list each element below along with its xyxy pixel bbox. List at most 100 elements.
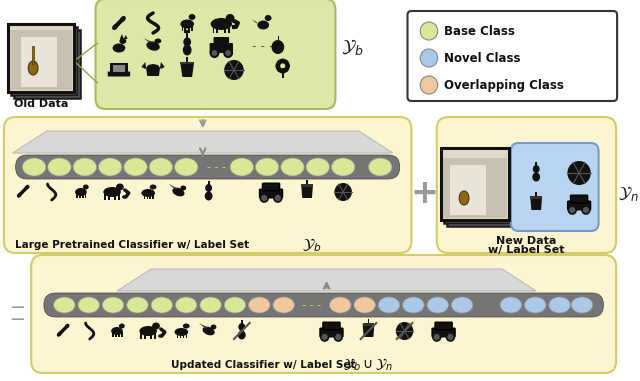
Bar — [121, 332, 122, 337]
Bar — [224, 26, 226, 33]
FancyBboxPatch shape — [44, 293, 604, 317]
Text: Updated Classifier w/ Label Set: Updated Classifier w/ Label Set — [171, 360, 359, 370]
Polygon shape — [199, 323, 209, 328]
Polygon shape — [124, 35, 128, 39]
Ellipse shape — [57, 332, 61, 336]
FancyBboxPatch shape — [262, 183, 280, 191]
Bar — [113, 332, 114, 337]
Bar — [140, 333, 142, 339]
Text: Base Class: Base Class — [444, 24, 515, 37]
Ellipse shape — [257, 21, 269, 29]
Ellipse shape — [151, 297, 173, 313]
Bar — [444, 151, 512, 223]
Ellipse shape — [211, 325, 216, 330]
Bar — [367, 319, 369, 323]
Bar — [191, 25, 193, 31]
Text: $\mathcal{Y}_n$: $\mathcal{Y}_n$ — [618, 184, 639, 202]
Text: - - -: - - - — [252, 40, 274, 53]
Ellipse shape — [65, 324, 70, 328]
Ellipse shape — [281, 158, 304, 176]
Ellipse shape — [205, 192, 212, 200]
Bar — [186, 57, 188, 62]
Ellipse shape — [334, 183, 352, 201]
Bar — [118, 194, 120, 200]
Bar — [11, 27, 77, 95]
Ellipse shape — [141, 189, 155, 197]
Bar — [152, 194, 154, 199]
Bar — [451, 165, 486, 215]
Ellipse shape — [532, 173, 540, 181]
Polygon shape — [363, 324, 374, 337]
Polygon shape — [143, 38, 154, 43]
FancyBboxPatch shape — [570, 195, 588, 203]
Bar — [278, 36, 279, 40]
Ellipse shape — [211, 49, 218, 57]
Text: ─: ─ — [12, 299, 24, 319]
Ellipse shape — [447, 333, 454, 341]
Bar — [177, 333, 178, 338]
Bar — [535, 162, 537, 177]
FancyBboxPatch shape — [4, 117, 412, 253]
Ellipse shape — [265, 15, 271, 21]
Bar — [13, 30, 80, 98]
Text: New Data: New Data — [496, 236, 557, 246]
Ellipse shape — [211, 18, 232, 30]
Ellipse shape — [238, 323, 245, 331]
Bar — [180, 333, 181, 338]
Polygon shape — [120, 34, 124, 39]
Ellipse shape — [321, 333, 328, 341]
Bar — [182, 25, 183, 31]
Ellipse shape — [75, 188, 87, 196]
FancyBboxPatch shape — [432, 328, 455, 337]
Ellipse shape — [255, 158, 279, 176]
FancyBboxPatch shape — [214, 37, 229, 45]
Ellipse shape — [54, 297, 75, 313]
Bar — [184, 25, 186, 31]
FancyBboxPatch shape — [31, 255, 616, 373]
Ellipse shape — [120, 38, 126, 44]
FancyBboxPatch shape — [95, 0, 335, 109]
FancyBboxPatch shape — [436, 117, 616, 253]
Text: w/ Label Set: w/ Label Set — [488, 245, 564, 255]
Ellipse shape — [273, 297, 294, 313]
Ellipse shape — [334, 333, 342, 341]
Ellipse shape — [22, 158, 46, 176]
Ellipse shape — [275, 62, 280, 69]
Bar — [8, 24, 74, 92]
Ellipse shape — [248, 297, 270, 313]
Text: Old Data: Old Data — [13, 99, 68, 109]
Text: +: + — [410, 176, 438, 210]
Bar — [82, 193, 84, 198]
Bar — [79, 193, 81, 198]
Ellipse shape — [420, 22, 438, 40]
Bar — [363, 323, 374, 326]
Ellipse shape — [549, 297, 570, 313]
Bar — [108, 194, 110, 200]
Ellipse shape — [73, 158, 97, 176]
Bar — [443, 158, 507, 218]
Polygon shape — [169, 184, 179, 189]
Bar — [104, 194, 106, 200]
Polygon shape — [531, 197, 542, 210]
Ellipse shape — [332, 158, 355, 176]
Text: $\mathcal{Y}_b$: $\mathcal{Y}_b$ — [302, 236, 321, 254]
Polygon shape — [117, 269, 536, 291]
Ellipse shape — [180, 186, 186, 190]
Ellipse shape — [271, 40, 284, 54]
Ellipse shape — [111, 327, 123, 335]
Ellipse shape — [378, 297, 400, 313]
Ellipse shape — [189, 14, 195, 20]
Ellipse shape — [119, 323, 125, 328]
Bar — [306, 180, 308, 184]
Ellipse shape — [224, 297, 246, 313]
Polygon shape — [180, 63, 194, 77]
Bar — [144, 333, 146, 339]
Ellipse shape — [279, 59, 286, 64]
Ellipse shape — [459, 191, 469, 205]
Ellipse shape — [152, 322, 160, 330]
Ellipse shape — [276, 59, 282, 66]
FancyBboxPatch shape — [435, 322, 452, 330]
Ellipse shape — [25, 185, 29, 189]
Ellipse shape — [17, 193, 22, 197]
Bar — [147, 194, 148, 199]
